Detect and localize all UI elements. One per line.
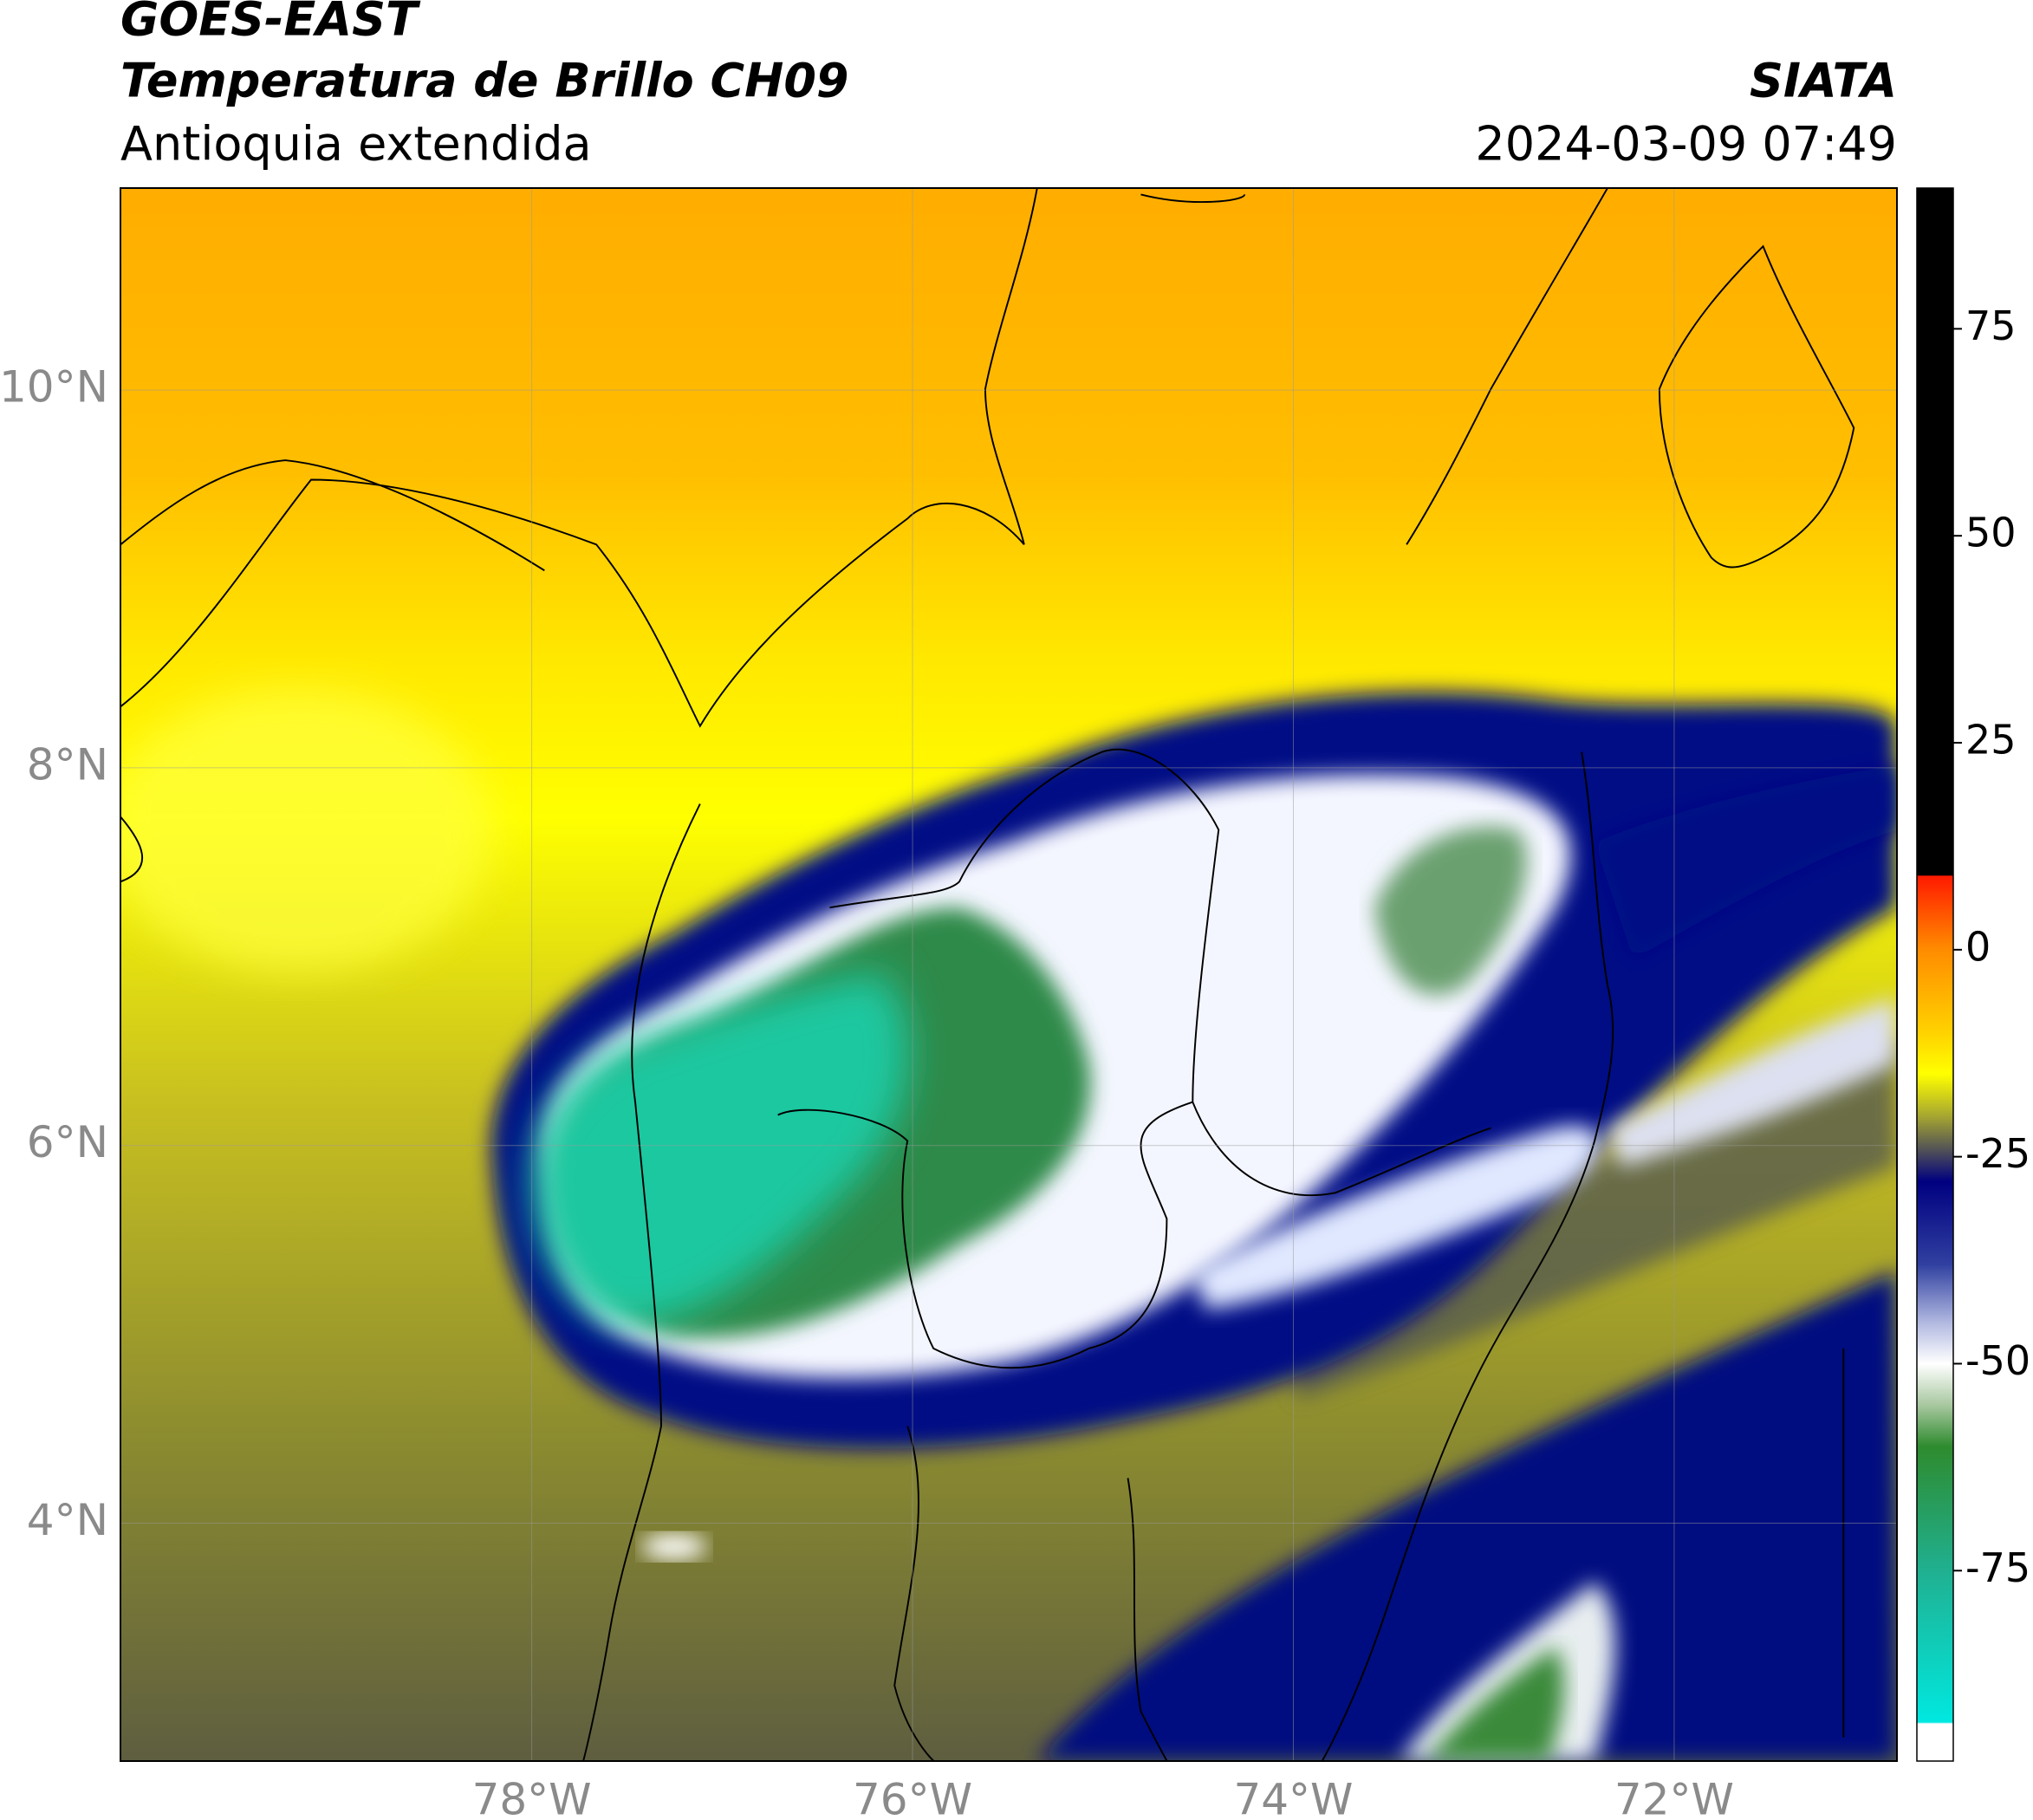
y-tick-label: 4°N: [27, 1495, 108, 1545]
region: Antioquia extendida: [120, 117, 592, 172]
x-tick-label: 78°W: [472, 1775, 592, 1820]
title: GOES-EAST: [120, 0, 421, 47]
cloud-field: [120, 188, 1897, 1761]
colorbar-ticks: -75 -50 -25 0 25 50 75: [1953, 302, 2030, 1591]
datetime: 2024-03-09 07:49: [1475, 117, 1897, 172]
colorbar-tick-label: -50: [1965, 1337, 2030, 1384]
y-tick-label: 10°N: [0, 362, 108, 413]
colorbar: [1916, 187, 1954, 1762]
x-tick-label: 76°W: [853, 1775, 972, 1820]
colorbar-tick-label: -25: [1965, 1130, 2030, 1177]
x-tick-label: 74°W: [1233, 1775, 1353, 1820]
colorbar-tick-label: 50: [1965, 510, 2017, 556]
map-frame: [120, 187, 1898, 1762]
colorbar-tick-label: 0: [1965, 923, 1991, 970]
colorbar-tick-label: -75: [1965, 1544, 2030, 1591]
colorbar-tick-label: 25: [1965, 717, 2017, 764]
map: [120, 188, 1897, 1761]
colorbar-tick-label: 75: [1965, 302, 2017, 349]
graticule: [120, 188, 1897, 1761]
y-tick-label: 8°N: [27, 739, 108, 790]
y-tick-label: 6°N: [27, 1117, 108, 1167]
x-tick-label: 72°W: [1614, 1775, 1734, 1820]
subtitle: Temperatura de Brillo CH09: [120, 54, 849, 108]
axes: 78°W 76°W 74°W 72°W 4°N 6°N 8°N 10°N: [0, 362, 1734, 1820]
source: SIATA: [1750, 54, 1897, 108]
